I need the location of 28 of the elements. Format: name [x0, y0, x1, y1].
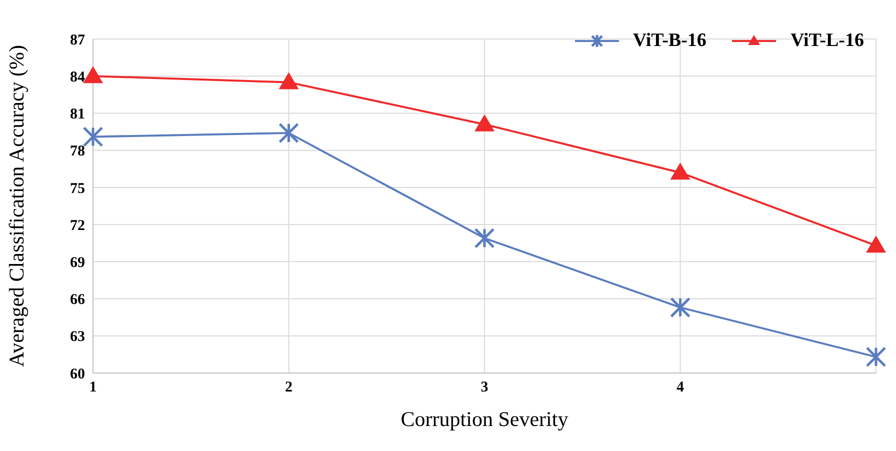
legend-label: ViT-L-16 — [790, 30, 864, 52]
y-tick-label: 63 — [70, 329, 85, 346]
y-tick-label: 66 — [70, 292, 86, 308]
y-tick-label: 78 — [70, 144, 85, 160]
point — [866, 236, 886, 253]
y-axis-title: Averaged Classification Accuracy (%) — [4, 44, 28, 368]
point — [670, 297, 690, 318]
point — [82, 126, 104, 147]
y-tick-label: 72 — [70, 218, 85, 234]
point — [83, 66, 103, 84]
point — [474, 114, 494, 132]
y-tick-label: 69 — [70, 254, 85, 271]
y-tick-label: 84 — [70, 69, 86, 86]
point — [866, 346, 886, 368]
point — [278, 122, 299, 144]
x-axis-title: Corruption Severity — [400, 406, 569, 431]
point — [278, 72, 299, 90]
x-tick-label: 4 — [676, 380, 684, 396]
legend-label: ViT-B-16 — [632, 30, 706, 52]
y-tick-label: 87 — [70, 32, 86, 48]
x-tick-label: 2 — [285, 380, 292, 396]
point — [474, 228, 495, 248]
y-tick-label: 60 — [70, 366, 85, 382]
x-tick-label: 1 — [89, 380, 97, 396]
y-tick-label: 75 — [70, 180, 85, 197]
x-tick-label: 3 — [480, 380, 488, 396]
point — [670, 162, 690, 180]
y-tick-label: 81 — [70, 106, 85, 123]
